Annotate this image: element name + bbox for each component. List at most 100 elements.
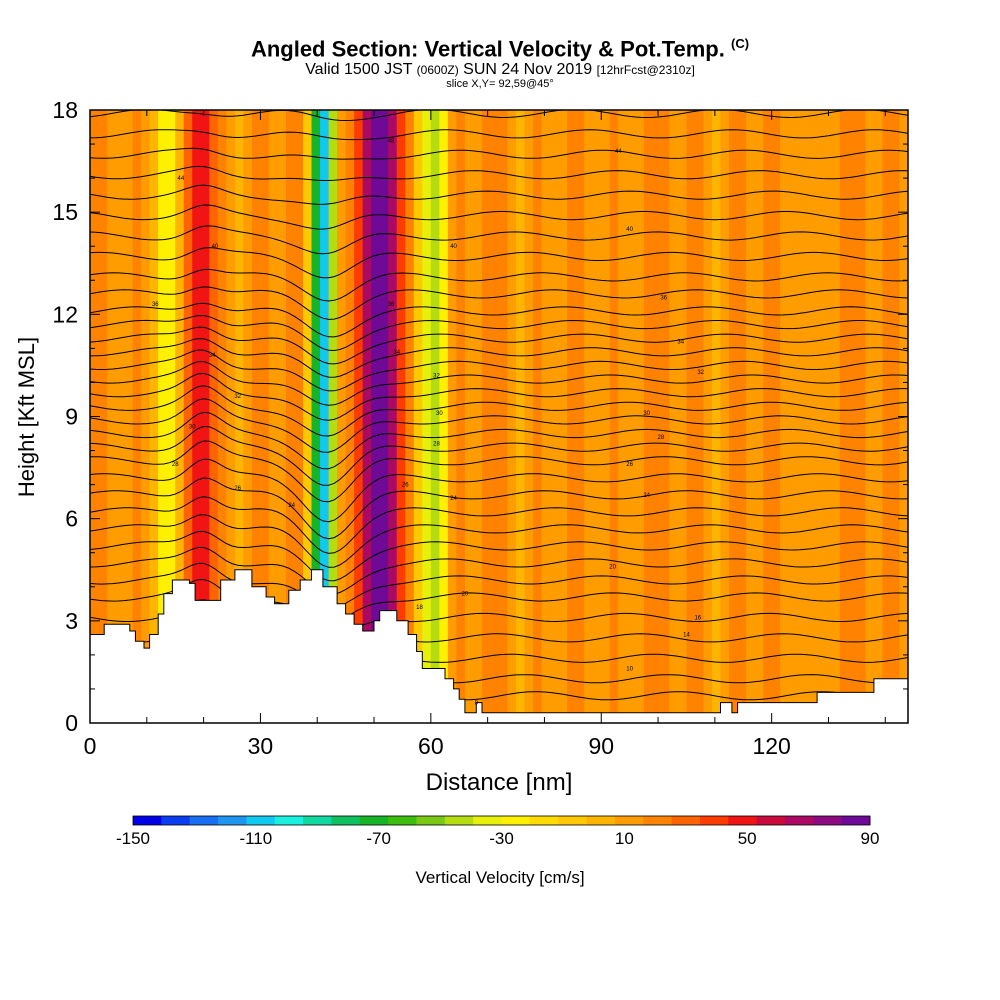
contour-label: 36 <box>388 302 395 308</box>
velocity-column <box>405 110 415 723</box>
isentrope-line <box>90 165 908 181</box>
y-tick-label: 15 <box>52 199 78 225</box>
isentrope-line <box>90 302 908 338</box>
colorbar-swatch <box>359 816 389 825</box>
velocity-column <box>439 110 449 723</box>
velocity-column <box>175 110 185 723</box>
colorbar-swatch <box>416 816 446 825</box>
contour-label: 36 <box>660 295 667 301</box>
contour-label: 10 <box>626 667 633 673</box>
contour-label: 20 <box>462 592 469 598</box>
chart-title: Angled Section: Vertical Velocity & Pot.… <box>0 36 1000 62</box>
velocity-column <box>831 110 841 723</box>
chart-subtitle: Valid 1500 JST (0600Z) SUN 24 Nov 2019 [… <box>0 61 1000 79</box>
velocity-column <box>388 110 398 723</box>
colorbar-swatch <box>643 816 672 825</box>
velocity-column <box>626 110 636 723</box>
isentrope-line <box>90 372 908 421</box>
isentrope-line <box>90 514 908 568</box>
contour-label: 40 <box>626 227 633 233</box>
velocity-column <box>311 110 321 723</box>
contour-label: 28 <box>172 462 179 468</box>
velocity-column <box>814 110 824 723</box>
colorbar-tick-label: 90 <box>861 829 880 848</box>
velocity-column <box>464 110 474 723</box>
contour-label: 30 <box>189 425 196 431</box>
contour-label: 40 <box>212 244 219 250</box>
velocity-column <box>430 110 440 723</box>
velocity-column <box>115 110 125 723</box>
isentrope-line <box>90 458 908 523</box>
isentrope-line <box>90 268 908 302</box>
velocity-column <box>660 110 670 723</box>
colorbar-swatch <box>841 816 871 825</box>
isentrope-line <box>90 360 908 406</box>
velocity-column <box>652 110 662 723</box>
contour-label: 30 <box>643 411 650 417</box>
colorbar-tick-label: 10 <box>615 829 634 848</box>
isentrope-line <box>90 286 908 320</box>
velocity-column <box>149 110 159 723</box>
contour-label: 26 <box>626 462 633 468</box>
velocity-column <box>107 110 117 723</box>
contour-label: 36 <box>152 302 159 308</box>
velocity-column <box>541 110 551 723</box>
colorbar-swatch <box>671 816 701 825</box>
velocity-column <box>584 110 594 723</box>
velocity-column <box>686 110 696 723</box>
colorbar: -150 -110 -70 -30 10 50 90 <box>116 815 880 848</box>
colorbar-swatch <box>558 816 587 825</box>
contour-label: 24 <box>643 493 650 499</box>
velocity-column <box>447 110 457 723</box>
velocity-column <box>507 110 517 723</box>
velocity-column <box>848 110 858 723</box>
colorbar-swatch <box>586 816 616 825</box>
velocity-column <box>746 110 756 723</box>
x-tick-label: 60 <box>418 733 444 759</box>
velocity-column <box>856 110 866 723</box>
isentrope-line <box>90 225 908 255</box>
contour-label: 28 <box>433 442 440 448</box>
isentrope-contours <box>90 110 908 720</box>
colorbar-swatch <box>529 816 559 825</box>
isentrope-line <box>90 349 908 392</box>
velocity-column <box>873 110 883 723</box>
subtitle-zulu: (0600Z) <box>416 63 459 77</box>
velocity-column <box>379 110 389 723</box>
colorbar-swatch <box>161 816 191 825</box>
velocity-column <box>780 110 790 723</box>
contour-label: 32 <box>433 374 440 380</box>
velocity-column <box>669 110 679 723</box>
isentrope-line <box>90 562 908 609</box>
velocity-column <box>729 110 739 723</box>
y-tick-label: 3 <box>65 608 78 634</box>
velocity-column <box>771 110 781 723</box>
subtitle-forecast: [12hrFcst@2310z] <box>596 63 695 77</box>
velocity-column <box>294 110 304 723</box>
x-axis: 0 30 60 90 120 <box>84 110 886 759</box>
colorbar-swatch <box>189 816 219 825</box>
isentrope-line <box>90 147 908 160</box>
x-tick-label: 0 <box>84 733 97 759</box>
isentrope-line <box>90 411 908 470</box>
isentrope-line <box>90 338 908 378</box>
subtitle-valid: Valid 1500 JST <box>305 61 413 78</box>
colorbar-tick-label: -110 <box>239 829 272 848</box>
isentrope-line <box>90 425 908 486</box>
isentrope-line <box>90 184 908 205</box>
colorbar-swatch <box>303 816 332 825</box>
title-unit: (C) <box>731 36 750 51</box>
velocity-column <box>277 110 287 723</box>
colorbar-tick-label: 50 <box>738 829 757 848</box>
velocity-column <box>320 110 330 723</box>
contour-label: 20 <box>609 564 616 570</box>
isentrope-line <box>90 247 908 279</box>
velocity-column <box>124 110 134 723</box>
x-tick-label: 30 <box>248 733 274 759</box>
velocity-column <box>822 110 832 723</box>
contour-label: 14 <box>683 632 690 638</box>
velocity-column <box>303 110 313 723</box>
colorbar-frame <box>132 815 871 826</box>
velocity-column <box>260 110 270 723</box>
